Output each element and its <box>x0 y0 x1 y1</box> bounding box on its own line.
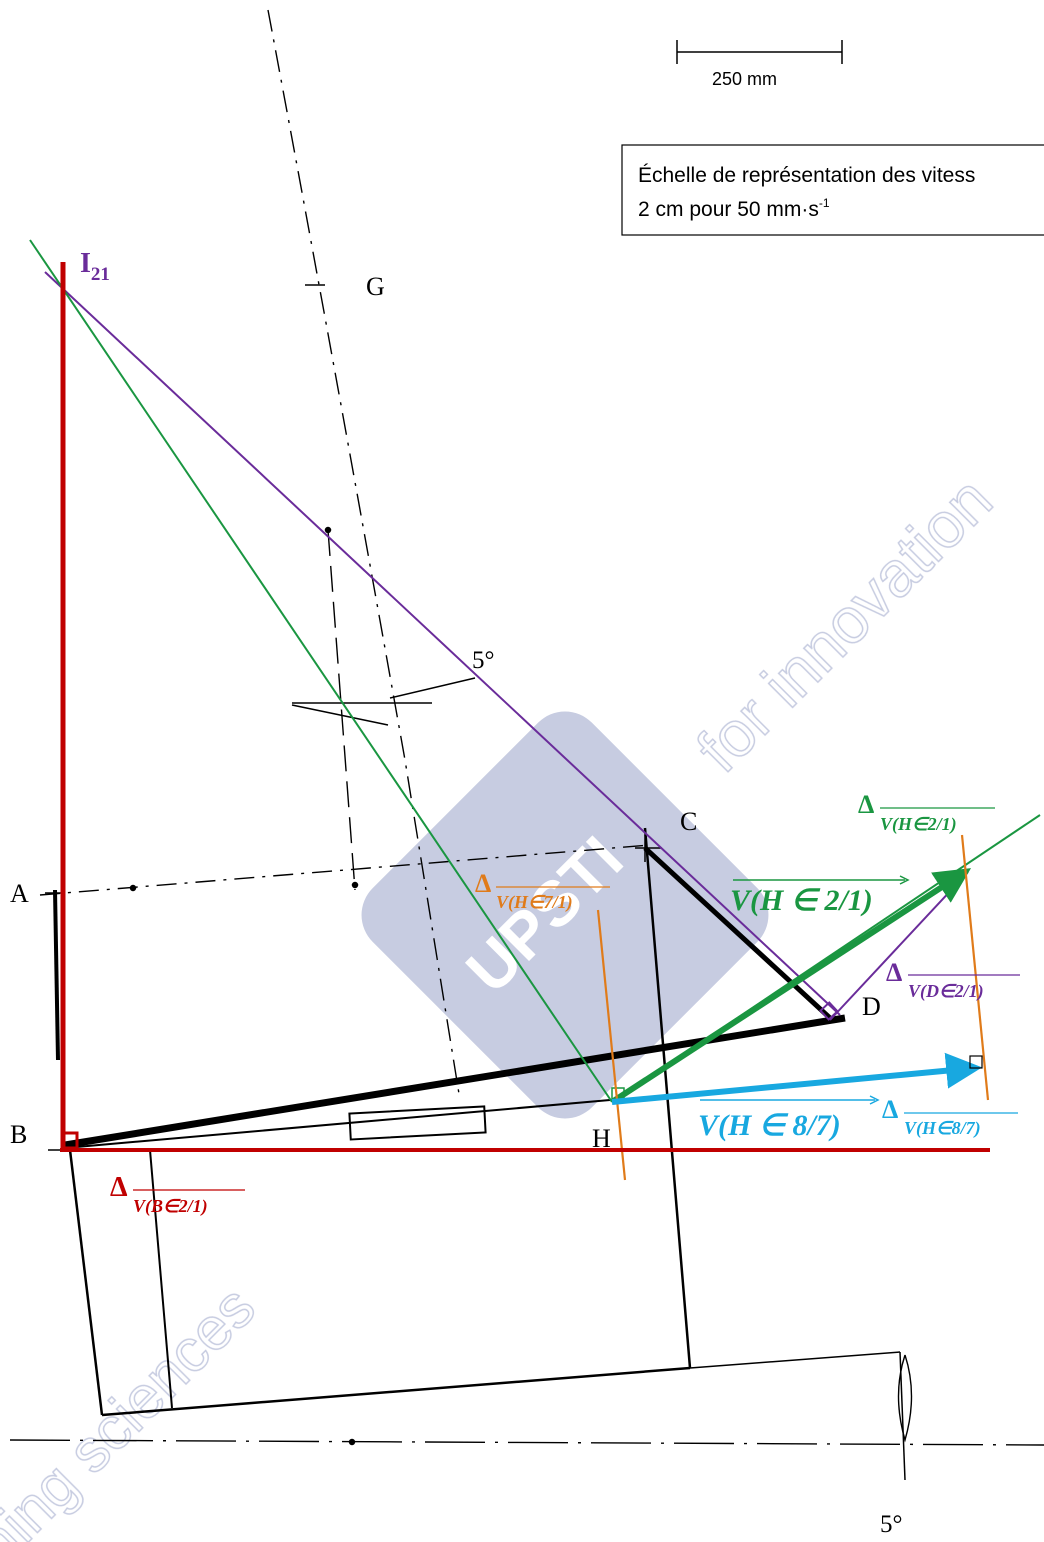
svg-text:V(B∈2/1): V(B∈2/1) <box>133 1196 208 1217</box>
watermark-diagonal-text: for innovation <box>683 463 1006 786</box>
label-delta-H-8-7: Δ V(H∈8/7) <box>882 1095 1018 1139</box>
label-C: C <box>680 807 697 836</box>
svg-text:Δ: Δ <box>110 1172 128 1203</box>
label-H: H <box>592 1124 611 1153</box>
speed-scale-line2: 2 cm pour 50 mm·s-1 <box>638 196 830 221</box>
label-D: D <box>862 992 881 1021</box>
svg-text:Δ: Δ <box>475 869 491 898</box>
svg-text:V(H ∈ 2/1): V(H ∈ 2/1) <box>730 884 873 917</box>
dash-axis-G <box>267 9 461 1101</box>
label-angle-bottom: 5° <box>880 1511 903 1538</box>
watermark: UPSTI for innovation ning sciences <box>0 462 1007 1542</box>
vector-arrow-H-8-7 <box>611 1052 983 1105</box>
label-delta-B-2-1: Δ V(B∈2/1) <box>110 1172 245 1217</box>
watermark-logo-diamond <box>361 711 769 1119</box>
label-B: B <box>10 1120 27 1149</box>
point-labels: I21 G A B C D H 5° 5° <box>10 248 903 1538</box>
svg-text:V(D∈2/1): V(D∈2/1) <box>908 981 984 1002</box>
delta-labels: Δ V(B∈2/1) Δ V(H∈7/1) Δ V(H∈2/1) Δ V(D∈2… <box>110 790 1020 1217</box>
orange-lines <box>596 834 990 1181</box>
scale-bar: 250 mm <box>676 40 843 89</box>
label-I21: I21 <box>80 248 110 285</box>
vector-labels: V(H ∈ 2/1) V(H ∈ 8/7) <box>698 875 910 1142</box>
vector-arrow-H-2-1 <box>610 868 972 1105</box>
dash-horizontal-A <box>39 844 651 896</box>
speed-scale-box: Échelle de représentation des vitess 2 c… <box>621 144 1044 236</box>
svg-text:V(H∈8/7): V(H∈8/7) <box>904 1118 981 1139</box>
red-axes <box>60 262 990 1152</box>
dash-bottom-axis <box>9 1439 1044 1446</box>
label-delta-H-2-1: Δ V(H∈2/1) <box>858 790 995 835</box>
cyan-vector <box>611 1052 983 1105</box>
speed-scale-line1: Échelle de représentation des vitess <box>638 164 975 187</box>
mechanism-structure <box>53 284 913 1481</box>
label-A: A <box>10 879 29 908</box>
label-angle-upper: 5° <box>472 647 495 674</box>
svg-text:Δ: Δ <box>882 1095 898 1124</box>
svg-text:V(H ∈ 8/7): V(H ∈ 8/7) <box>698 1109 841 1142</box>
svg-text:Δ: Δ <box>858 790 874 819</box>
watermark-bottom-text: ning sciences <box>0 1273 268 1542</box>
construction-lines <box>9 9 1044 1446</box>
scale-bar-label: 250 mm <box>712 69 777 89</box>
label-G: G <box>366 272 385 301</box>
svg-text:V(H∈7/1): V(H∈7/1) <box>496 892 573 913</box>
label-vector-H-8-7: V(H ∈ 8/7) <box>698 1095 880 1142</box>
label-delta-H-7-1: Δ V(H∈7/1) <box>475 869 610 913</box>
label-delta-D-2-1: Δ V(D∈2/1) <box>886 958 1020 1002</box>
svg-text:V(H∈2/1): V(H∈2/1) <box>880 814 957 835</box>
svg-text:Δ: Δ <box>886 958 902 987</box>
dash-vertical-link <box>327 529 356 891</box>
green-construction <box>29 239 1041 1105</box>
label-vector-H-2-1: V(H ∈ 2/1) <box>730 875 910 917</box>
